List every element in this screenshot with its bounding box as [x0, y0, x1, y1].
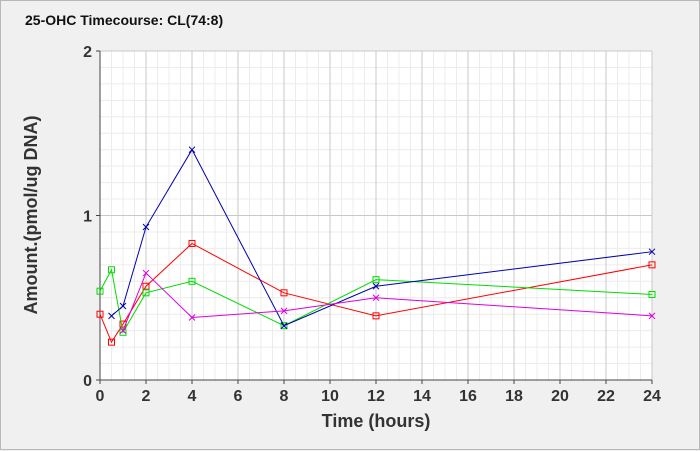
data-point-x: [142, 223, 150, 231]
data-point-x: [648, 248, 656, 256]
data-point-square: [142, 282, 150, 290]
data-point-square: [648, 290, 656, 298]
data-point-square: [108, 266, 115, 274]
data-point-square: [280, 322, 288, 330]
data-point-x: [119, 327, 127, 335]
data-point-square: [372, 276, 380, 284]
data-point-square: [648, 261, 656, 269]
axes: [96, 50, 653, 384]
x-tick-label: 24: [643, 388, 661, 405]
data-point-square: [119, 328, 127, 336]
x-axis-label: Time (hours): [322, 411, 431, 431]
y-axis-label: Amount.(pmol/ug DNA): [21, 116, 41, 315]
data-point-x: [648, 312, 656, 320]
x-tick-label: 18: [505, 388, 523, 405]
series-4: [119, 269, 656, 335]
chart-title: 25-OHC Timecourse: CL(74:8): [25, 12, 223, 28]
y-tick-label: 1: [83, 209, 92, 226]
data-point-square: [280, 289, 288, 297]
series-group: [96, 146, 656, 346]
data-point-square: [96, 287, 104, 295]
data-point-square: [188, 239, 196, 247]
series-1: [96, 239, 656, 346]
grid: [99, 50, 653, 381]
data-point-square: [188, 277, 196, 285]
y-tick-label: 2: [83, 44, 92, 61]
data-point-x: [108, 312, 115, 320]
x-tick-label: 4: [188, 388, 197, 405]
series-3: [108, 146, 656, 330]
x-tick-label: 14: [413, 388, 431, 405]
series-line: [122, 272, 653, 331]
x-tick-label: 12: [367, 388, 385, 405]
x-tick-label: 8: [280, 388, 289, 405]
data-point-x: [119, 302, 127, 310]
x-tick-label: 0: [96, 388, 105, 405]
data-point-x: [372, 294, 380, 302]
data-point-x: [280, 307, 288, 315]
data-point-square: [96, 310, 104, 318]
x-tick-label: 10: [321, 388, 339, 405]
x-tick-labels: 0 2 4 6 8 10 12 14 16 18 20 22 24: [96, 388, 661, 405]
y-tick-labels: 0 1 2: [83, 44, 92, 390]
data-point-x: [188, 146, 196, 154]
x-tick-label: 22: [597, 388, 615, 405]
data-point-x: [372, 282, 380, 290]
data-point-square: [372, 312, 380, 320]
x-tick-label: 2: [142, 388, 151, 405]
data-point-x: [142, 269, 150, 277]
series-line: [99, 268, 653, 334]
data-point-square: [142, 289, 150, 297]
data-point-square: [108, 338, 115, 346]
x-tick-label: 6: [234, 388, 243, 405]
data-point-x: [280, 322, 288, 330]
x-tick-label: 16: [459, 388, 477, 405]
series-2: [96, 266, 656, 336]
data-point-x: [188, 314, 196, 321]
x-tick-label: 20: [551, 388, 569, 405]
y-tick-label: 0: [83, 373, 92, 390]
